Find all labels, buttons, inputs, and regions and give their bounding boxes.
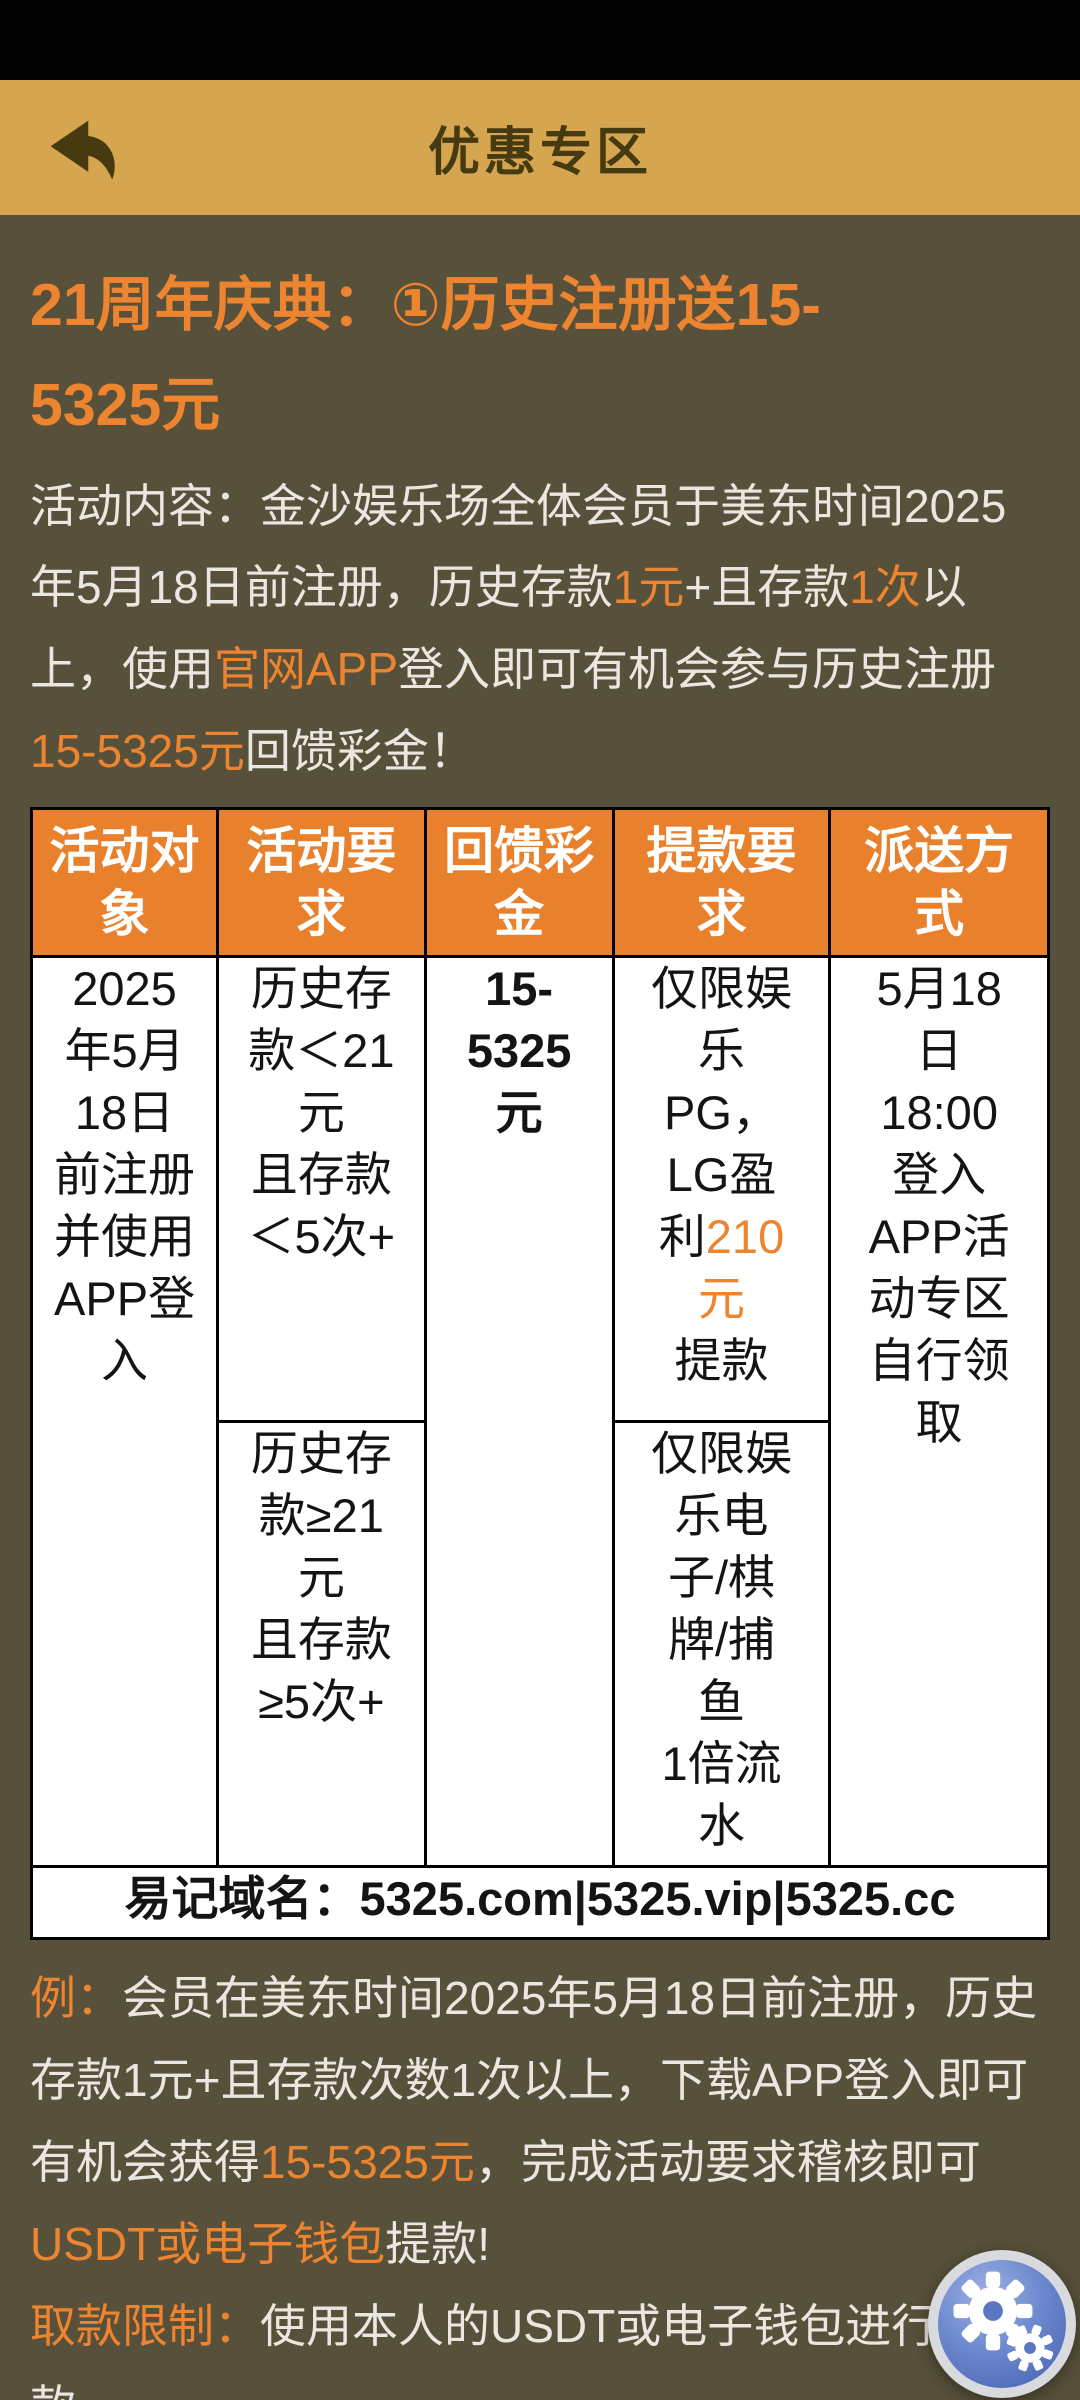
app-header: 优惠专区	[0, 80, 1080, 215]
col-header-bonus: 回馈彩 金	[423, 807, 615, 959]
text-segment: 会员在美东时间2025年5月18日前注册，历史存款1元+且存款次数1次以上，下载…	[30, 1972, 1038, 2188]
text-segment: 仅限娱 乐 PG， LG盈 利	[651, 962, 792, 1264]
promo-description: 活动内容：金沙娱乐场全体会员于美东时间2025年5月18日前注册，历史存款1元+…	[30, 466, 1050, 794]
page-title: 优惠专区	[427, 124, 652, 182]
highlight-text: 官网APP	[214, 643, 399, 696]
text-segment: 提款!	[385, 2217, 491, 2270]
domain-row: 易记域名：5325.com|5325.vip|5325.cc	[30, 1865, 1050, 1941]
text-segment: 以上，使用	[30, 561, 967, 696]
text-segment: 登入即可有机会参与历史注册	[398, 643, 997, 696]
highlight-text: 15-5325元	[30, 725, 245, 778]
text-segment: 提款	[674, 1334, 769, 1388]
cell-requirement-2: 历史存 款≥21 元 且存款 ≥5次+	[216, 1420, 427, 1869]
col-header-target: 活动对 象	[29, 807, 220, 959]
col-header-delivery: 派送方 式	[828, 807, 1050, 959]
cell-withdrawal-2: 仅限娱 乐电 子/棋 牌/捕 鱼 1倍流 水	[611, 1420, 832, 1869]
highlight-text: USDT或电子钱包	[30, 2217, 386, 2270]
text-segment: +且存款	[684, 561, 850, 614]
highlight-text: 1次	[849, 561, 921, 614]
text-segment: ，完成活动要求稽核即可	[474, 2135, 981, 2188]
table-row: 2025 年5月 18日 前注册 并使用 APP登 入 历史存 款＜21 元 且…	[29, 955, 1050, 1869]
status-bar	[0, 0, 1080, 80]
table-row: 历史存 款≥21 元 且存款 ≥5次+ 仅限娱 乐电 子/棋 牌/捕 鱼 1倍流…	[32, 1420, 1049, 1869]
highlight-text: 210 元	[698, 1210, 785, 1326]
highlight-text: 1元	[612, 561, 685, 614]
domain-list: 易记域名：5325.com|5325.vip|5325.cc	[30, 1865, 1050, 1941]
gear-small-icon	[1006, 2324, 1054, 2372]
gear-icon	[938, 2260, 1066, 2388]
promo-content: 21周年庆典：①历史注册送15- 5325元 活动内容：金沙娱乐场全体会员于美东…	[0, 255, 1080, 2400]
text-segment: 回馈彩金！	[244, 725, 475, 778]
withdraw-limit-paragraph: 取款限制：使用本人的USDT或电子钱包进行提款。	[30, 2286, 1050, 2400]
cell-bonus: 15- 5325 元	[423, 955, 615, 1869]
col-header-requirement: 活动要 求	[216, 807, 427, 959]
promo-heading: 21周年庆典：①历史注册送15- 5325元	[30, 272, 821, 439]
cell-target: 2025 年5月 18日 前注册 并使用 APP登 入	[29, 955, 220, 1869]
col-header-withdrawal: 提款要 求	[611, 807, 832, 959]
back-arrow-icon	[50, 120, 115, 180]
back-button[interactable]	[34, 104, 122, 192]
cell-withdrawal-1: 仅限娱 乐 PG， LG盈 利210 元 提款	[611, 955, 832, 1424]
settings-fab[interactable]	[928, 2250, 1076, 2398]
gear-large-icon	[953, 2271, 1033, 2351]
highlight-text: 取款限制：	[30, 2299, 260, 2352]
text-segment: 活动内容：金沙娱乐场全体会员于美东时间2025年5月18日前注册，历史存款	[30, 479, 1007, 614]
table-header-row: 活动对 象 活动要 求 回馈彩 金 提款要 求 派送方 式	[29, 807, 1050, 959]
cell-requirement-1: 历史存 款＜21 元 且存款 ＜5次+	[216, 955, 427, 1424]
text-segment: 使用本人的USDT或电子钱包进行提款。	[30, 2299, 983, 2400]
highlight-text: 例：	[30, 1972, 122, 2025]
promo-table: 活动对 象 活动要 求 回馈彩 金 提款要 求 派送方 式 2025 年5月 1…	[29, 807, 1050, 1941]
example-paragraph: 例：会员在美东时间2025年5月18日前注册，历史存款1元+且存款次数1次以上，…	[30, 1958, 1050, 2286]
highlight-text: 15-5325元	[260, 2135, 475, 2188]
cell-delivery: 5月18 日 18:00 登入 APP活 动专区 自行领 取	[828, 955, 1050, 1869]
